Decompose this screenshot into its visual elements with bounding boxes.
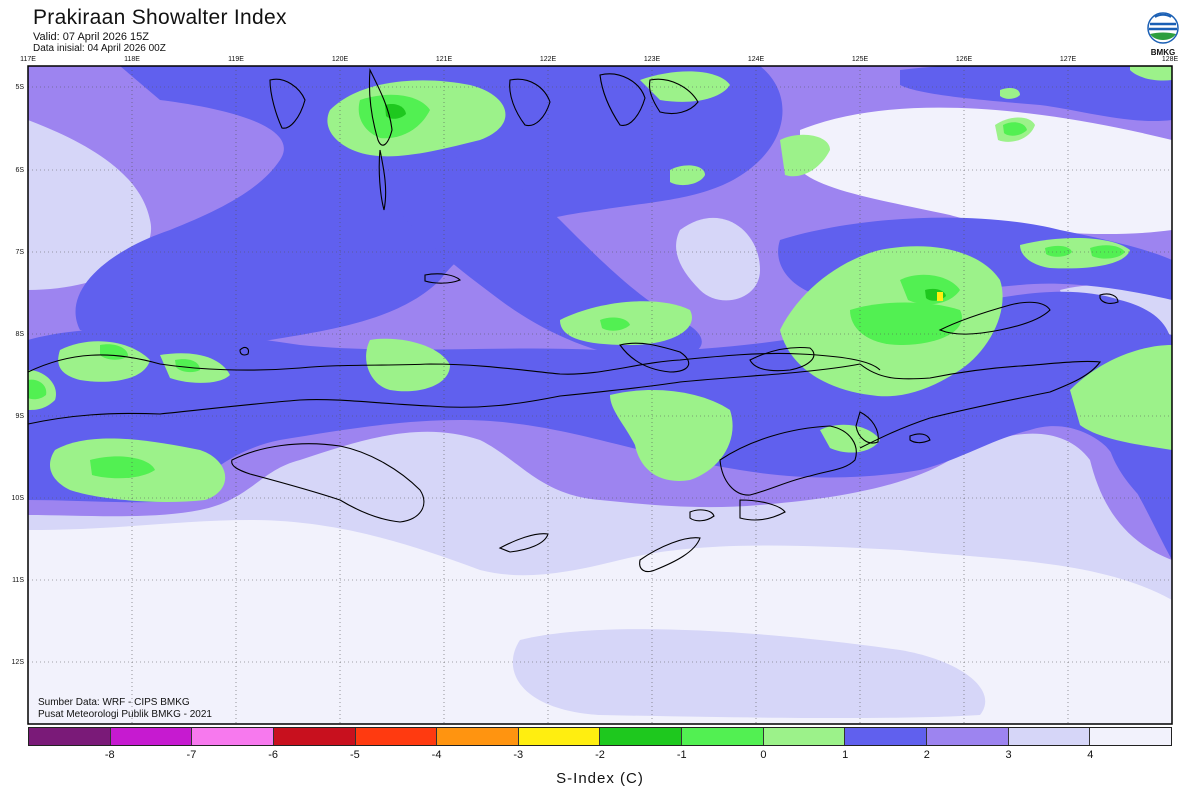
colorbar-tick-label: 3 <box>1005 749 1012 761</box>
colorbar <box>28 727 1172 746</box>
svg-text:123E: 123E <box>644 56 661 63</box>
svg-text:126E: 126E <box>956 56 973 63</box>
svg-text:120E: 120E <box>332 56 349 63</box>
colorbar-tick-label: 4 <box>1087 749 1094 761</box>
svg-text:9S: 9S <box>15 413 24 420</box>
colorbar-swatch <box>1008 728 1091 745</box>
svg-text:122E: 122E <box>540 56 557 63</box>
colorbar-swatch <box>192 728 274 745</box>
colorbar-tick-label: -6 <box>268 749 279 761</box>
svg-text:119E: 119E <box>228 56 244 63</box>
colorbar-swatch <box>1090 728 1171 745</box>
svg-text:128E: 128E <box>1162 56 1179 63</box>
bmkg-logo-icon: BMKG <box>1143 8 1183 58</box>
colorbar-swatch <box>29 728 111 745</box>
colorbar-swatch <box>927 728 1009 745</box>
svg-text:121E: 121E <box>436 56 453 63</box>
init-time: Data inisial: 04 April 2026 00Z <box>33 43 166 54</box>
svg-text:125E: 125E <box>852 56 869 63</box>
svg-text:7S: 7S <box>15 249 24 256</box>
colorbar-swatch <box>845 728 928 745</box>
index-field <box>28 66 1172 724</box>
org-credit: Pusat Meteorologi Publik BMKG - 2021 <box>38 709 212 720</box>
colorbar-swatch <box>600 728 683 745</box>
svg-text:6S: 6S <box>15 167 24 174</box>
colorbar-swatch <box>355 728 438 745</box>
svg-text:BMKG: BMKG <box>1151 48 1175 57</box>
svg-text:124E: 124E <box>748 56 765 63</box>
svg-text:8S: 8S <box>15 331 24 338</box>
source-credit: Sumber Data: WRF - CIPS BMKG <box>38 697 190 708</box>
coastlines <box>28 67 1119 573</box>
colorbar-tick-label: 1 <box>842 749 849 761</box>
colorbar-swatch <box>682 728 764 745</box>
svg-text:127E: 127E <box>1060 56 1077 63</box>
colorbar-tick-label: -1 <box>676 749 687 761</box>
colorbar-swatch <box>110 728 193 745</box>
colorbar-swatch <box>437 728 519 745</box>
latitude-labels: 5S 6S 7S 8S 9S 10S 11S 12S <box>12 84 25 666</box>
colorbar-tick-label: -4 <box>431 749 442 761</box>
colorbar-tick-label: -7 <box>186 749 197 761</box>
colorbar-tick-label: -3 <box>513 749 524 761</box>
svg-text:118E: 118E <box>124 56 140 63</box>
svg-text:5S: 5S <box>15 84 24 91</box>
svg-text:10S: 10S <box>12 495 25 502</box>
colorbar-tick-label: -5 <box>349 749 360 761</box>
colorbar-swatch <box>273 728 356 745</box>
colorbar-tick-label: -2 <box>595 749 605 761</box>
colorbar-swatch <box>518 728 601 745</box>
longitude-labels: 117E 118E 119E 120E 121E 122E 123E 124E … <box>20 56 1178 63</box>
colorbar-tick-label: -8 <box>104 749 115 761</box>
colorbar-tick-label: 0 <box>760 749 767 761</box>
graticule <box>28 66 1172 724</box>
colorbar-title: S-Index (C) <box>556 770 644 787</box>
colorbar-tick-label: 2 <box>923 749 930 761</box>
colorbar-swatch <box>763 728 846 745</box>
valid-time: Valid: 07 April 2026 15Z <box>33 31 149 43</box>
svg-text:12S: 12S <box>12 659 25 666</box>
svg-text:117E: 117E <box>20 56 36 63</box>
svg-text:11S: 11S <box>12 577 24 584</box>
page-title: Prakiraan Showalter Index <box>33 6 287 29</box>
